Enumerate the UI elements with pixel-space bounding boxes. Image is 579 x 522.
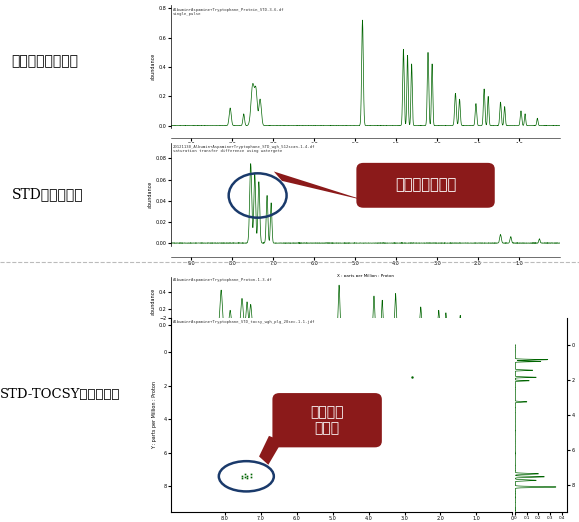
Y-axis label: Y : parts per Million : Proton: Y : parts per Million : Proton xyxy=(152,381,156,449)
Text: Albumin+Aspamine+Tryptophane_Protein_STD-3-6.df
single_pulse: Albumin+Aspamine+Tryptophane_Protein_STD… xyxy=(173,8,284,16)
Text: Albumin+Aspamine+Tryptophane_Proton-1-3.df: Albumin+Aspamine+Tryptophane_Proton-1-3.… xyxy=(173,278,272,282)
Text: X : parts per Million : Proton: X : parts per Million : Proton xyxy=(337,155,394,159)
Text: 20121130_Albumin+Aspamine+Tryptophane_STD_wgh_512scan-1-4.df
saturation transfer: 20121130_Albumin+Aspamine+Tryptophane_ST… xyxy=(173,145,315,153)
Text: 通常のスペクトル: 通常のスペクトル xyxy=(12,54,79,68)
Text: STDスペクトル: STDスペクトル xyxy=(12,187,83,201)
Text: 結合活性
がある: 結合活性 がある xyxy=(310,405,344,435)
Text: 結合活性がある: 結合活性がある xyxy=(395,179,456,192)
Y-axis label: abundance: abundance xyxy=(151,288,156,315)
Y-axis label: abundance: abundance xyxy=(148,181,153,208)
Y-axis label: abundance: abundance xyxy=(151,53,156,80)
Text: STD-TOCSYスペクトル: STD-TOCSYスペクトル xyxy=(0,388,120,400)
Text: X : parts per Million : Proton: X : parts per Million : Proton xyxy=(337,274,394,278)
Text: Albumin+Aspamine+Tryptophane_STD_tocsy_wgh_plg_20sec-1-1.jdf: Albumin+Aspamine+Tryptophane_STD_tocsy_w… xyxy=(173,321,315,324)
